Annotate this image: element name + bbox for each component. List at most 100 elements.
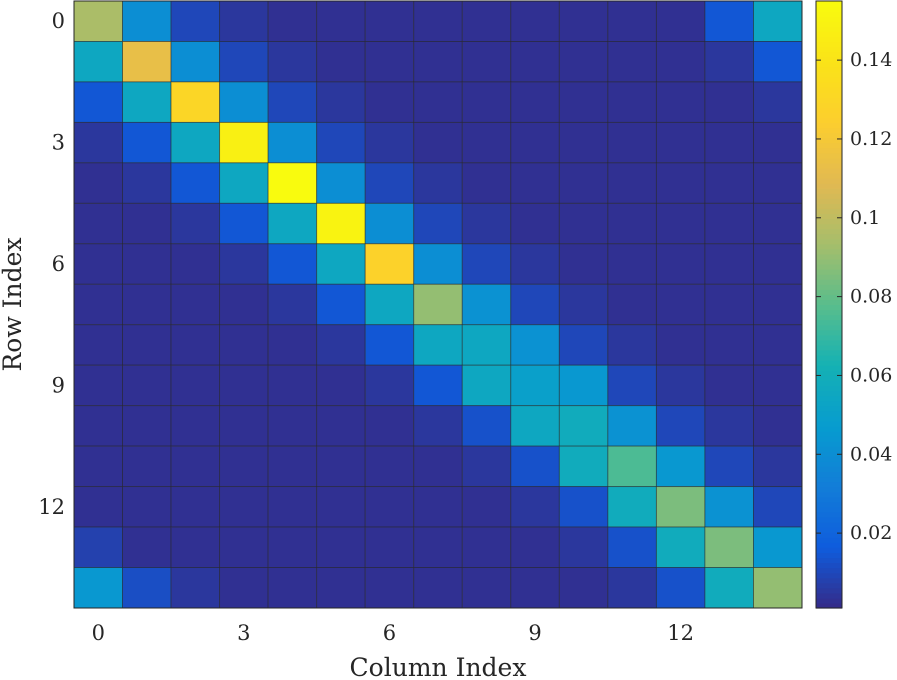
heatmap-cell (753, 243, 803, 285)
heatmap-cell (558, 526, 609, 568)
heatmap-cell (655, 0, 706, 42)
heatmap-cell (704, 283, 754, 326)
heatmap-cell (510, 162, 560, 204)
x-axis-label: Column Index (350, 653, 527, 680)
colorbar-segment (816, 107, 842, 113)
heatmap-cell (413, 243, 463, 285)
heatmap-cell (267, 41, 318, 83)
heatmap-cell (316, 121, 366, 164)
heatmap-cell (73, 567, 123, 609)
heatmap-cell (510, 526, 560, 568)
heatmap-cell (122, 526, 172, 568)
heatmap-cell (704, 0, 754, 42)
heatmap-cell (219, 0, 269, 42)
heatmap-cell (170, 121, 221, 164)
y-tick-label: 12 (38, 495, 65, 519)
heatmap-cell (122, 283, 172, 326)
heatmap-cell (267, 243, 318, 285)
heatmap-cell (655, 121, 706, 164)
colorbar-segment (816, 324, 842, 331)
y-axis-label: Row Index (0, 237, 27, 371)
heatmap-cell (73, 202, 123, 245)
colorbar-segment (816, 476, 842, 483)
heatmap-cell (364, 41, 415, 83)
heatmap-cell (122, 162, 172, 204)
heatmap-cell (558, 162, 609, 204)
colorbar-segment (816, 132, 842, 139)
heatmap-cell (316, 41, 366, 83)
colorbar-segment (816, 51, 842, 58)
heatmap-cell (267, 162, 318, 204)
colorbar-segment (816, 582, 842, 589)
colorbar-segment (816, 496, 842, 503)
colorbar-segment (816, 299, 842, 306)
heatmap-cell (267, 121, 318, 164)
y-tick-label: 0 (52, 9, 65, 33)
heatmap-cell (753, 41, 803, 83)
heatmap-cell (413, 283, 463, 326)
heatmap-cell (607, 526, 657, 568)
heatmap-cell (753, 202, 803, 245)
colorbar-segment (816, 577, 842, 584)
heatmap-cell (413, 526, 463, 568)
colorbar-segment (816, 61, 842, 68)
colorbar-segment (816, 26, 842, 32)
colorbar-segment (816, 602, 842, 609)
heatmap-cell (510, 41, 560, 83)
colorbar-segment (816, 486, 842, 493)
heatmap-cell (413, 162, 463, 204)
heatmap-cell (219, 405, 269, 447)
heatmap-cell (558, 445, 609, 488)
heatmap-cell (122, 324, 172, 366)
heatmap-cell (655, 41, 706, 83)
heatmap-cell (607, 486, 657, 528)
heatmap-cell (73, 0, 123, 42)
heatmap-cell (316, 405, 366, 447)
heatmap-cell (219, 445, 269, 488)
heatmap-cell (704, 405, 754, 447)
colorbar-segment (816, 501, 842, 508)
heatmap-cell (267, 202, 318, 245)
heatmap-cell (461, 202, 512, 245)
colorbar-segment (816, 76, 842, 83)
plot-frame (73, 0, 803, 609)
colorbar-segment (816, 188, 842, 194)
heatmap-cell (655, 243, 706, 285)
heatmap-cell (73, 364, 123, 407)
colorbar-tick-label: 0.08 (850, 286, 892, 308)
heatmap-cell (170, 41, 221, 83)
heatmap-cell (607, 243, 657, 285)
colorbar-segment (816, 279, 842, 285)
heatmap-cell (510, 405, 560, 447)
heatmap-cell (170, 324, 221, 366)
heatmap-cell (364, 486, 415, 528)
heatmap-cell (316, 283, 366, 326)
colorbar-segment (816, 81, 842, 88)
heatmap-cell (122, 0, 172, 42)
heatmap-cell (461, 162, 512, 204)
heatmap-cell (316, 162, 366, 204)
heatmap-cell (753, 364, 803, 407)
heatmap-cell (704, 202, 754, 245)
heatmap-cell (413, 364, 463, 407)
colorbar-segment (816, 152, 842, 159)
heatmap-cell (510, 324, 560, 366)
colorbar-segment (816, 127, 842, 134)
heatmap-cell (461, 445, 512, 488)
colorbar-segment (816, 264, 842, 270)
heatmap-cell (73, 162, 123, 204)
heatmap-cell (655, 526, 706, 568)
x-tick-label: 0 (92, 621, 105, 645)
heatmap-cell (219, 283, 269, 326)
colorbar-segment (816, 400, 842, 407)
colorbar-segment (816, 289, 842, 295)
colorbar-segment (816, 380, 842, 387)
colorbar-segment (816, 92, 842, 98)
colorbar-segment (816, 193, 842, 199)
colorbar-segment (816, 86, 842, 93)
heatmap-cell (607, 364, 657, 407)
heatmap-cell (510, 445, 560, 488)
heatmap-cell (607, 445, 657, 488)
heatmap-cell (510, 0, 560, 42)
colorbar-segment (816, 587, 842, 594)
